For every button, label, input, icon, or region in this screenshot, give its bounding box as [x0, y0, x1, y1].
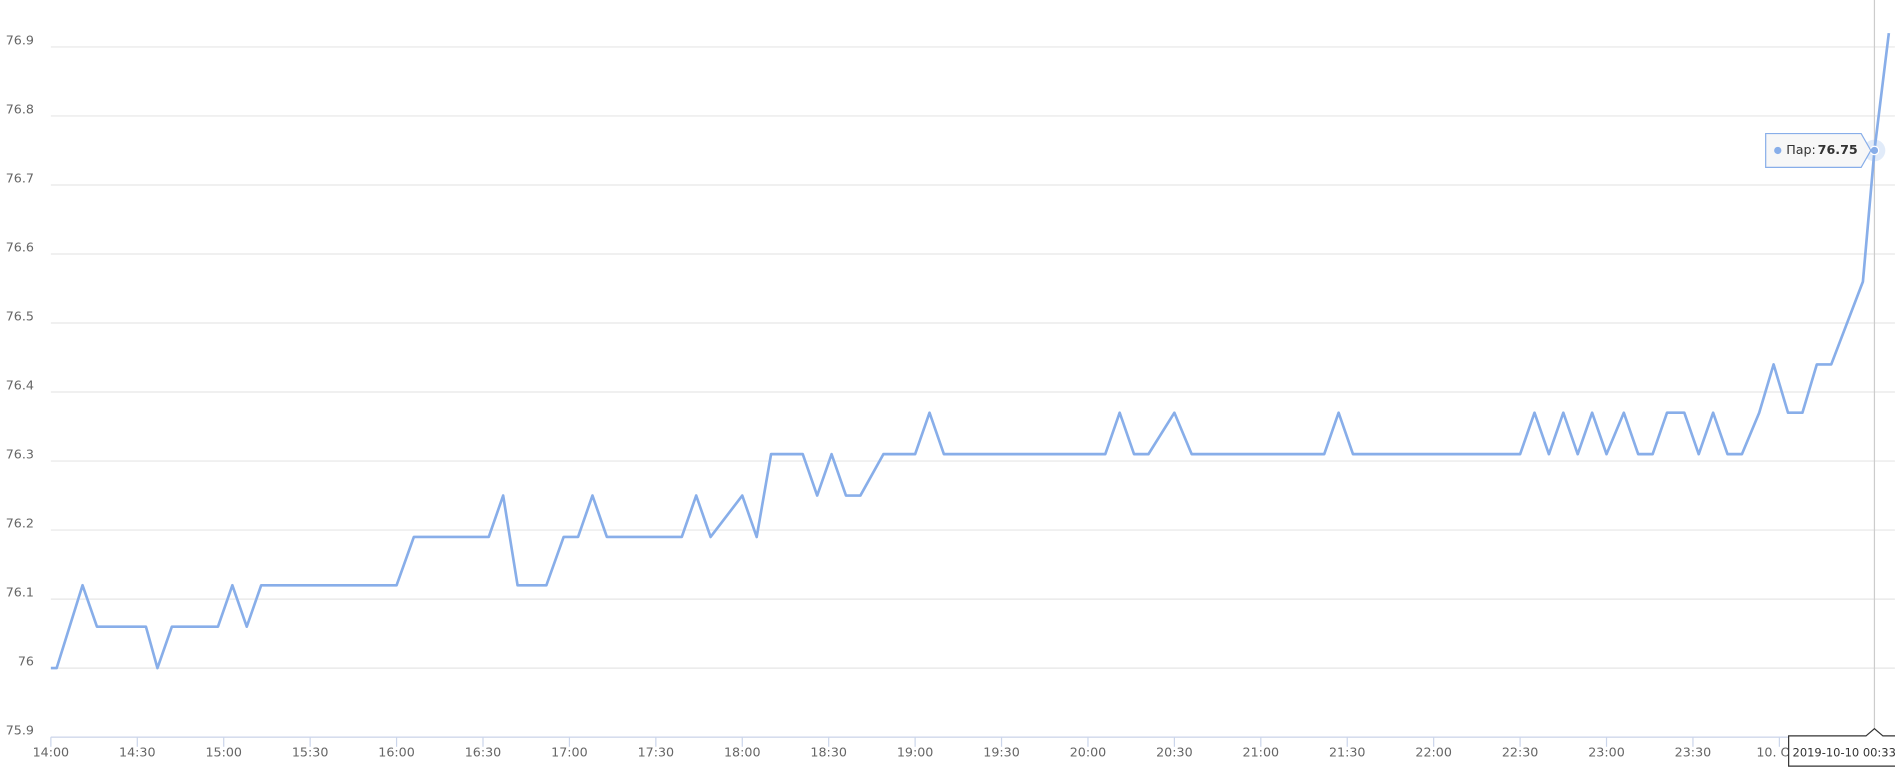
- x-tick-label: 14:30: [119, 744, 156, 759]
- x-tick-label: 14:00: [33, 744, 70, 759]
- x-tick-label: 17:00: [551, 744, 588, 759]
- x-tick-label: 20:30: [1156, 744, 1193, 759]
- x-tick-label: 17:30: [638, 744, 675, 759]
- x-tick-label: 22:30: [1502, 744, 1539, 759]
- x-tick-label: 18:00: [724, 744, 761, 759]
- x-crosshair-label-box: [1788, 727, 1895, 767]
- x-tick-label: 21:30: [1329, 744, 1366, 759]
- data-line: [50, 32, 1891, 670]
- y-tick-label: 76.7: [6, 170, 34, 185]
- x-tick-label: 23:30: [1675, 744, 1712, 759]
- x-crosshair-label: 2019-10-10 00:33: [1788, 727, 1895, 767]
- x-tick-label: 16:00: [378, 744, 415, 759]
- x-tick-label: 15:00: [205, 744, 242, 759]
- y-tick-label: 76.2: [6, 516, 34, 531]
- x-tick-label: 23:00: [1588, 744, 1625, 759]
- y-tick-label: 76.6: [6, 239, 34, 254]
- tooltip: Пар: 76.75: [1765, 132, 1872, 168]
- x-tick-label: 19:00: [897, 744, 934, 759]
- x-tick-label: 21:00: [1243, 744, 1280, 759]
- x-crosshair-label-text: 2019-10-10 00:33: [1793, 745, 1895, 759]
- tooltip-value: 76.75: [1818, 142, 1858, 157]
- x-tick-label: 22:00: [1415, 744, 1452, 759]
- tooltip-box: [1765, 132, 1872, 168]
- y-tick-label: 76.8: [6, 101, 34, 116]
- tooltip-marker: [1774, 146, 1782, 155]
- y-tick-label: 76.5: [6, 308, 34, 323]
- y-tick-label: 76.3: [6, 447, 34, 462]
- x-tick-label: 19:30: [983, 744, 1020, 759]
- x-tick-label: 20:00: [1070, 744, 1107, 759]
- y-tick-label: 76.1: [6, 585, 34, 600]
- y-tick-label: 75.9: [6, 723, 34, 738]
- y-tick-label: 76.9: [6, 32, 34, 47]
- x-tick-label: 16:30: [465, 744, 502, 759]
- y-tick-label: 76.4: [6, 377, 34, 392]
- tooltip-label: Пар:: [1786, 142, 1816, 157]
- y-tick-label: 76: [18, 654, 34, 669]
- x-tick-label: 18:30: [810, 744, 847, 759]
- x-tick-label: 15:30: [292, 744, 329, 759]
